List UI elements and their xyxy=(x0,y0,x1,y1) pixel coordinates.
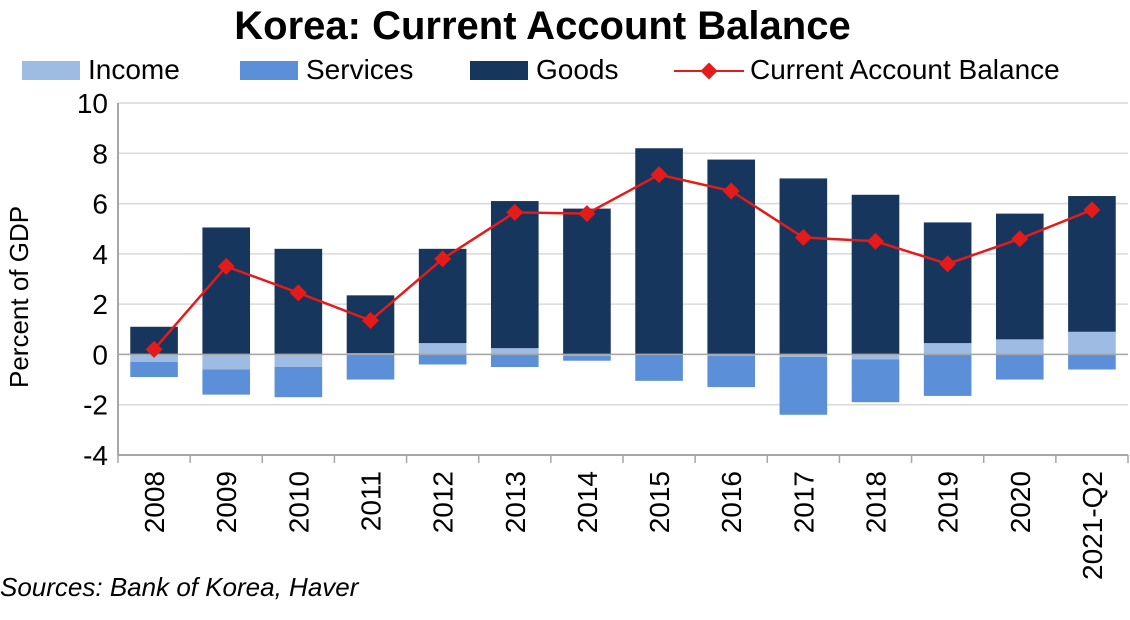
y-tick-label: 10 xyxy=(77,88,108,119)
balance-point-2016 xyxy=(722,182,740,200)
y-tick-label: 2 xyxy=(92,289,108,320)
x-tick-label: 2016 xyxy=(716,471,747,533)
bar-income-2017 xyxy=(779,354,828,357)
bar-goods-2014 xyxy=(563,208,611,355)
balance-point-2014 xyxy=(578,205,596,223)
balance-point-2017 xyxy=(794,229,812,246)
bar-services-2012 xyxy=(418,354,467,365)
balance-point-2009 xyxy=(217,257,235,275)
balance-point-2012 xyxy=(434,250,452,268)
bar-goods-2009 xyxy=(202,227,251,355)
y-tick-label: 8 xyxy=(92,138,108,169)
source-note: Sources: Bank of Korea, Haver xyxy=(0,572,359,602)
legend-line-marker xyxy=(674,62,744,79)
y-tick-label: 0 xyxy=(92,339,108,370)
x-tick-label: 2021-Q2 xyxy=(1077,471,1108,580)
bar-services-2017 xyxy=(779,356,828,415)
bar-income-2013 xyxy=(490,348,539,355)
y-tick-label: -2 xyxy=(83,390,108,421)
bar-services-2014 xyxy=(563,355,611,361)
y-tick-label: -4 xyxy=(83,440,108,471)
legend-item-goods: Goods xyxy=(470,52,619,88)
bar-services-2008 xyxy=(130,361,178,378)
bar-income-2021-Q2 xyxy=(1068,331,1116,355)
bar-goods-2013 xyxy=(490,201,539,349)
x-tick-label: 2013 xyxy=(500,471,531,533)
bar-services-2009 xyxy=(202,369,251,395)
bar-income-2020 xyxy=(995,339,1044,355)
bar-goods-2017 xyxy=(779,178,828,355)
legend-swatch-goods xyxy=(470,60,528,80)
bar-income-2012 xyxy=(418,343,467,355)
bar-income-2010 xyxy=(274,354,323,367)
bar-services-2021-Q2 xyxy=(1068,354,1116,370)
balance-line xyxy=(153,173,1093,351)
bar-services-2020 xyxy=(995,354,1044,380)
x-tick-label: 2011 xyxy=(356,471,387,531)
bar-income-2019 xyxy=(923,343,972,355)
x-tick-label: 2014 xyxy=(572,471,603,533)
balance-point-2010 xyxy=(289,284,307,302)
legend-item-income: Income xyxy=(22,52,180,88)
y-tick-label: 6 xyxy=(92,189,108,220)
bar-services-2011 xyxy=(346,354,395,380)
bar-income-2009 xyxy=(202,354,251,370)
y-tick-label: 4 xyxy=(92,239,108,270)
x-tick-label: 2020 xyxy=(1005,471,1036,533)
bar-goods-2018 xyxy=(851,194,900,355)
x-tick-label: 2008 xyxy=(139,471,170,533)
bar-income-2008 xyxy=(130,354,178,362)
bar-income-2018 xyxy=(851,354,900,360)
balance-point-2019 xyxy=(939,255,957,273)
legend-swatch-services xyxy=(240,60,298,80)
legend-label-income: Income xyxy=(88,54,180,85)
x-tick-label: 2019 xyxy=(933,471,964,533)
balance-point-2020 xyxy=(1011,230,1029,248)
balance-point-2013 xyxy=(506,203,524,221)
bar-goods-2019 xyxy=(923,222,972,344)
legend-label-services: Services xyxy=(306,54,414,85)
legend-swatch-income xyxy=(22,60,80,80)
x-tick-label: 2012 xyxy=(428,471,459,533)
legend-item-current-account-balance: Current Account Balance xyxy=(674,52,1060,88)
bar-services-2016 xyxy=(707,355,756,388)
x-tick-label: 2010 xyxy=(283,471,314,533)
x-tick-label: 2018 xyxy=(861,471,892,533)
bar-goods-2021-Q2 xyxy=(1068,196,1116,332)
x-tick-label: 2017 xyxy=(788,471,819,533)
balance-point-2008 xyxy=(145,340,163,358)
bar-services-2015 xyxy=(635,354,683,381)
bar-services-2010 xyxy=(274,367,323,398)
balance-point-2015 xyxy=(650,166,668,184)
balance-point-2011 xyxy=(362,312,379,329)
legend-label-current-account-balance: Current Account Balance xyxy=(750,54,1060,85)
legend-item-services: Services xyxy=(240,52,413,88)
chart-title: Korea: Current Account Balance xyxy=(234,4,851,48)
x-tick-label: 2015 xyxy=(644,471,675,533)
bar-services-2019 xyxy=(923,354,972,396)
balance-point-2018 xyxy=(867,232,884,250)
bar-goods-2010 xyxy=(274,248,323,355)
bar-services-2018 xyxy=(851,359,900,403)
x-tick-label: 2009 xyxy=(211,471,242,533)
bar-services-2013 xyxy=(490,354,539,367)
legend-label-goods: Goods xyxy=(536,54,619,85)
